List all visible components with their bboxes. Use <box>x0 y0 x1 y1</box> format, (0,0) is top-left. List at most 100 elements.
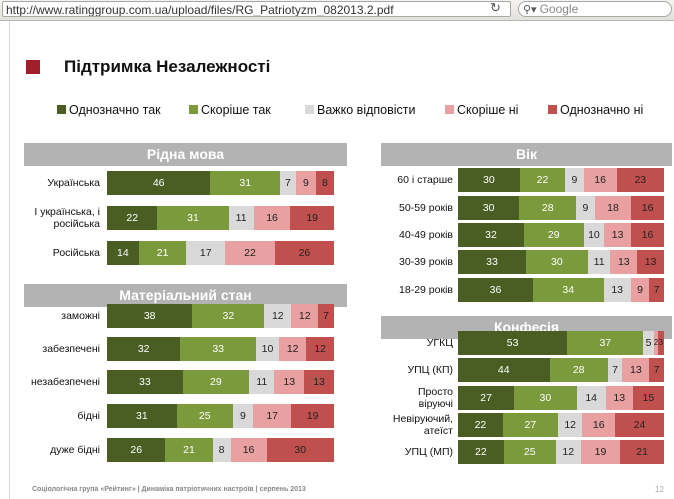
bar-segment: 29 <box>182 370 250 394</box>
bar-segment: 22 <box>107 206 158 230</box>
search-icon: ⚲▾ <box>523 4 537 16</box>
bar-segment: 13 <box>637 250 664 274</box>
row-label: УГКЦ <box>426 337 453 349</box>
bar-segment: 12 <box>278 337 307 361</box>
legend-label: Однозначно ні <box>560 103 644 117</box>
bar-segment: 32 <box>107 337 181 361</box>
stacked-bar: 26 21 8 16 30 <box>107 438 334 462</box>
page-number: 12 <box>655 485 664 494</box>
stacked-bar: 36 34 13 9 7 <box>458 278 664 302</box>
bar-segment: 27 <box>502 413 558 437</box>
bar-segment: 38 <box>107 304 193 328</box>
bar-segment: 12 <box>555 440 581 464</box>
bar-segment: 19 <box>290 206 334 230</box>
stacked-bar: 30 22 9 16 23 <box>458 168 664 192</box>
bar-segment: 33 <box>458 250 526 274</box>
bar-segment: 27 <box>458 386 515 410</box>
bar-segment: 16 <box>631 196 664 220</box>
bar-segment: 14 <box>107 241 139 265</box>
legend-item: Скоріше ні <box>445 102 518 118</box>
bar-segment: 13 <box>603 278 631 302</box>
bar-segment: 17 <box>253 404 292 428</box>
bar-segment: 37 <box>567 331 644 355</box>
panel-header: Рідна мова <box>24 143 347 166</box>
bar-segment: 33 <box>180 337 257 361</box>
stacked-bar: 30 28 9 18 16 <box>458 196 664 220</box>
legend-swatch <box>305 105 314 114</box>
bar-segment: 9 <box>295 171 316 195</box>
title-marker <box>26 60 40 74</box>
stacked-bar: 22 25 12 19 21 <box>458 440 664 464</box>
stacked-bar: 32 33 10 12 12 <box>107 337 334 361</box>
search-input[interactable]: ⚲▾ Google <box>518 1 672 17</box>
row-label: 50-59 років <box>399 202 453 214</box>
bar-segment: 17 <box>186 241 225 265</box>
legend-swatch <box>189 105 198 114</box>
legend-item: Однозначно ні <box>548 102 643 118</box>
row-label: УПЦ (КП) <box>407 364 453 376</box>
bar-segment: 32 <box>192 304 265 328</box>
bar-segment: 18 <box>594 196 632 220</box>
bar-segment: 12 <box>264 304 292 328</box>
row-label: заможні <box>61 310 100 322</box>
slide <box>9 21 674 499</box>
legend-item: Однозначно так <box>57 102 161 118</box>
panel-header: Вік <box>381 143 672 166</box>
bar-segment: 9 <box>576 196 595 220</box>
bar-segment: 8 <box>315 171 334 195</box>
stacked-bar: 14 21 17 22 26 <box>107 241 334 265</box>
bar-segment: 16 <box>253 206 291 230</box>
row-label: Українська <box>47 177 100 189</box>
reload-icon[interactable]: ↻ <box>490 0 501 15</box>
bar-segment: 25 <box>503 440 556 464</box>
bar-segment: 16 <box>631 223 664 247</box>
bar-segment: 36 <box>458 278 533 302</box>
bar-segment: 7 <box>607 358 623 382</box>
bar-segment: 9 <box>630 278 650 302</box>
bar-segment: 30 <box>525 250 588 274</box>
legend-label: Скоріше так <box>201 103 271 117</box>
bar-segment: 16 <box>230 438 267 462</box>
bar-segment: 14 <box>576 386 606 410</box>
bar-segment: 19 <box>580 440 621 464</box>
legend-swatch <box>445 105 454 114</box>
bar-segment: 32 <box>458 223 524 247</box>
bar-segment: 53 <box>458 331 568 355</box>
bar-segment: 31 <box>107 404 177 428</box>
bar-segment: 22 <box>519 168 566 192</box>
row-label: Невіруючий, атеїст <box>392 413 453 437</box>
bar-segment: 12 <box>557 413 583 437</box>
bar-segment: 10 <box>256 337 279 361</box>
legend-item: Скоріше так <box>189 102 271 118</box>
slide-title: Підтримка Незалежності <box>64 57 271 76</box>
bar-segment: 31 <box>210 171 281 195</box>
stacked-bar: 33 30 11 13 13 <box>458 250 664 274</box>
bar-segment: 12 <box>291 304 319 328</box>
bar-segment: 30 <box>458 168 520 192</box>
bar-segment: 21 <box>138 241 187 265</box>
row-label: 18-29 років <box>399 284 453 296</box>
bar-segment: 15 <box>632 386 664 410</box>
bar-segment: 34 <box>532 278 604 302</box>
row-label: дуже бідні <box>50 444 100 456</box>
bar-segment: 46 <box>107 171 211 195</box>
url-field[interactable]: http://www.ratinggroup.com.ua/upload/fil… <box>2 1 511 17</box>
row-label: 30-39 років <box>399 256 453 268</box>
stacked-bar: 22 27 12 16 24 <box>458 413 664 437</box>
bar-segment: 13 <box>304 370 334 394</box>
bar-segment: 24 <box>615 413 664 437</box>
stacked-bar: 44 28 7 13 7 <box>458 358 664 382</box>
legend-label: Скоріше ні <box>457 103 519 117</box>
bar-segment: 23 <box>616 168 664 192</box>
bar-segment: 16 <box>582 413 616 437</box>
bar-segment: 13 <box>622 358 650 382</box>
bar-segment: 30 <box>514 386 577 410</box>
bar-segment: 13 <box>610 250 638 274</box>
bar-segment: 28 <box>519 196 577 220</box>
bar-segment: 7 <box>649 278 664 302</box>
bar-segment: 19 <box>291 404 334 428</box>
bar-segment: 26 <box>107 438 166 462</box>
bar-segment: 30 <box>458 196 520 220</box>
row-label: незабезпечені <box>31 376 100 388</box>
bar-segment: 7 <box>318 304 334 328</box>
